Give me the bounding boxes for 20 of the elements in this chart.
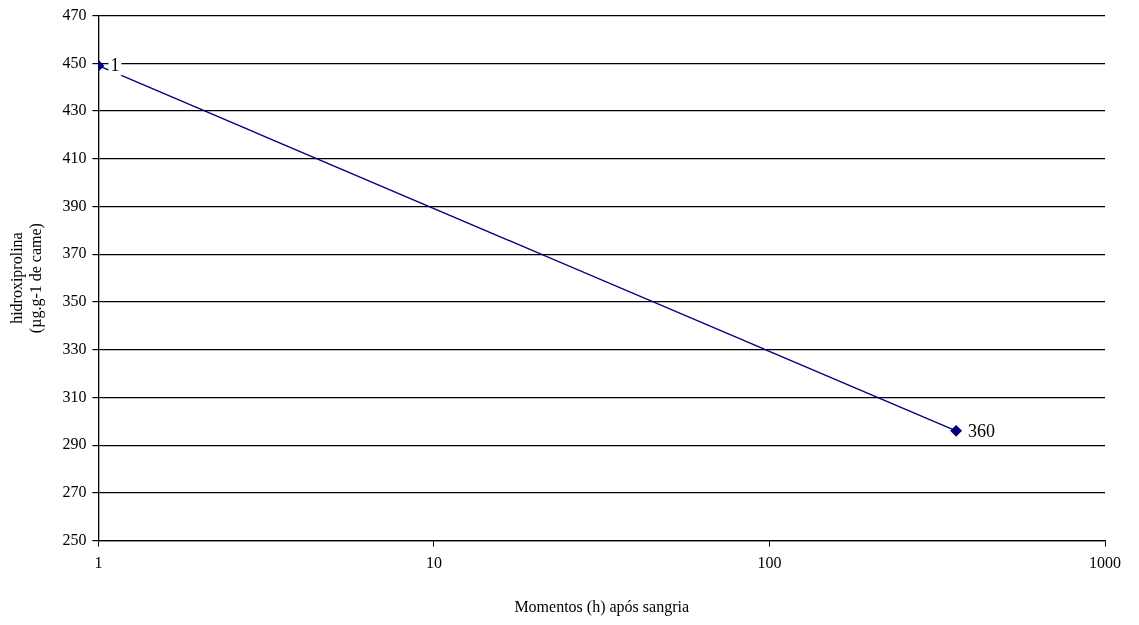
y-tick-label: 290 <box>62 435 87 453</box>
y-axis-title: hidroxiprolina (µg.g-1 de came) <box>7 223 45 334</box>
y-tick-label: 430 <box>62 101 87 119</box>
y-tick-label: 410 <box>62 148 87 166</box>
y-tick-label: 390 <box>62 196 87 214</box>
x-tick-label: 100 <box>757 554 782 572</box>
y-tick-label: 270 <box>62 483 87 501</box>
x-tick-label: 1000 <box>1089 554 1121 572</box>
y-tick-label: 470 <box>62 5 87 23</box>
annotation: 360 <box>968 420 996 441</box>
x-axis-title: Momentos (h) após sangria <box>514 597 690 616</box>
y-tick-label: 310 <box>62 387 87 405</box>
y-tick-label: 370 <box>62 244 87 262</box>
y-tick-label: 450 <box>62 53 87 71</box>
y-tick-label: 350 <box>62 292 87 310</box>
y-tick-label: 330 <box>62 339 87 357</box>
x-tick-label: 10 <box>425 554 442 572</box>
annotation: 1 <box>110 55 120 76</box>
y-tick-label: 250 <box>62 530 87 548</box>
x-tick-label: 1 <box>94 554 103 572</box>
